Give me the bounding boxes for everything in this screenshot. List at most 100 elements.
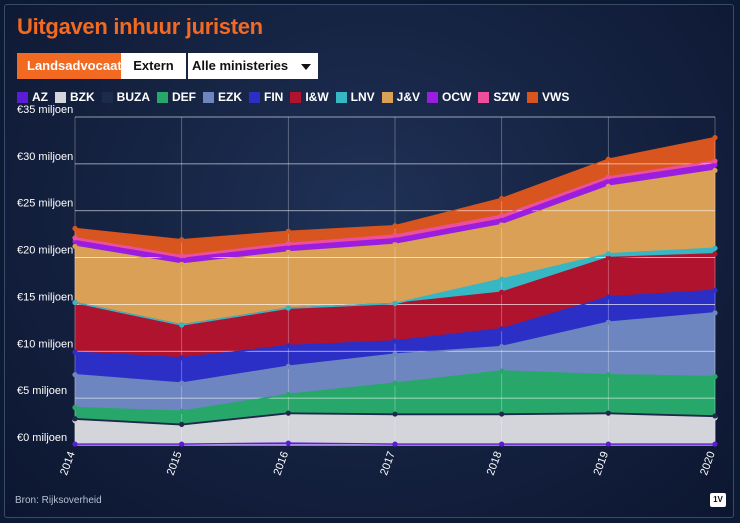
y-tick-label: €30 miljoen xyxy=(17,151,73,163)
legend-swatch xyxy=(203,91,214,103)
legend-swatch xyxy=(478,91,490,103)
point-az xyxy=(179,441,185,447)
point-def xyxy=(285,391,291,397)
legend-item-lnv[interactable]: LNV xyxy=(335,90,375,104)
x-tick-label: 2014 xyxy=(58,450,78,477)
chevron-down-icon xyxy=(301,64,311,70)
point-jenv xyxy=(605,183,611,189)
legend-swatch xyxy=(249,91,260,103)
legend-label: VWS xyxy=(542,90,570,104)
point-buza xyxy=(392,411,398,417)
y-tick-label: €0 miljoen xyxy=(17,432,67,444)
point-szw xyxy=(285,240,291,247)
point-vws xyxy=(392,223,398,229)
x-tick-label: 2019 xyxy=(592,450,612,477)
point-ezk xyxy=(605,319,611,325)
point-ezk xyxy=(712,310,718,316)
legend-label: BZK xyxy=(70,90,95,104)
legend-swatch xyxy=(101,91,113,103)
legend-swatch xyxy=(335,91,347,103)
point-lnv xyxy=(285,305,291,311)
legend-swatch xyxy=(55,91,66,103)
legend-label: BUZA xyxy=(116,90,150,104)
point-buza xyxy=(499,411,505,417)
point-vws xyxy=(605,156,611,162)
toggle-landsadvocaat-button[interactable]: Landsadvocaat xyxy=(17,53,122,79)
toggle-extern-button[interactable]: Extern xyxy=(121,53,186,79)
point-def xyxy=(499,368,505,374)
point-def xyxy=(179,408,185,414)
point-szw xyxy=(712,158,718,164)
legend-label: FIN xyxy=(264,90,284,104)
legend-item-szw[interactable]: SZW xyxy=(478,90,520,104)
point-buza xyxy=(712,413,718,419)
source-note: Bron: Rijksoverheid xyxy=(15,495,102,506)
point-ezk xyxy=(72,372,78,378)
point-lnv xyxy=(72,299,78,306)
point-az xyxy=(392,441,398,447)
point-fin xyxy=(179,355,185,361)
legend-item-def[interactable]: DEF xyxy=(157,90,196,104)
y-tick-label: €25 miljoen xyxy=(17,198,73,210)
legend-item-vws[interactable]: VWS xyxy=(527,90,569,104)
point-jenv xyxy=(72,243,78,249)
point-buza xyxy=(72,416,78,422)
point-az xyxy=(72,441,78,447)
point-jenv xyxy=(179,261,185,267)
point-fin xyxy=(499,326,505,332)
point-lnv xyxy=(499,276,505,282)
legend-label: LNV xyxy=(350,90,375,104)
legend-swatch xyxy=(381,91,393,103)
ministry-select-value: Alle ministeries xyxy=(192,58,289,73)
legend-swatch xyxy=(17,91,28,103)
legend-label: EZK xyxy=(218,90,242,104)
y-tick-label: €20 miljoen xyxy=(17,245,73,257)
y-tick-label: €35 miljoen xyxy=(17,104,73,116)
point-ocw xyxy=(605,178,611,184)
point-fin xyxy=(712,287,718,293)
legend-label: OCW xyxy=(442,90,472,104)
y-tick-label: €5 miljoen xyxy=(17,385,67,397)
point-ienw xyxy=(605,254,611,261)
point-def xyxy=(712,373,718,380)
point-fin xyxy=(285,343,291,349)
point-fin xyxy=(392,338,398,344)
legend-item-bzk[interactable]: BZK xyxy=(55,90,95,104)
point-ocw xyxy=(392,237,398,243)
legend-label: AZ xyxy=(32,90,48,104)
chart-legend: AZ BZK BUZA DEF EZK FIN I&W LNV J&V OCW SZW VWS xyxy=(17,90,576,104)
point-szw xyxy=(605,174,611,180)
x-tick-label: 2017 xyxy=(378,450,398,477)
legend-item-jenv[interactable]: J&V xyxy=(381,90,421,104)
legend-item-ezk[interactable]: EZK xyxy=(203,90,242,104)
legend-swatch xyxy=(527,91,539,103)
point-ezk xyxy=(499,344,505,350)
page-title: Uitgaven inhuur juristen xyxy=(17,14,263,39)
point-az xyxy=(712,441,718,447)
point-vws xyxy=(499,195,505,202)
point-fin xyxy=(605,294,611,300)
point-def xyxy=(72,404,78,411)
ministry-select[interactable]: Alle ministeries xyxy=(188,53,318,79)
point-lnv xyxy=(712,245,718,251)
legend-item-fin[interactable]: FIN xyxy=(249,90,283,104)
point-lnv xyxy=(392,300,398,307)
point-az xyxy=(605,441,611,447)
x-tick-label: 2015 xyxy=(165,450,185,477)
legend-item-ienw[interactable]: I&W xyxy=(290,90,329,104)
legend-item-az[interactable]: AZ xyxy=(17,90,48,104)
legend-item-ocw[interactable]: OCW xyxy=(427,90,471,104)
point-ienw xyxy=(499,289,505,295)
point-vws xyxy=(712,135,718,141)
legend-label: J&V xyxy=(396,90,421,104)
point-ocw xyxy=(72,239,78,245)
point-buza xyxy=(179,421,185,427)
legend-item-buza[interactable]: BUZA xyxy=(101,90,150,104)
x-tick-label: 2020 xyxy=(698,450,718,477)
legend-swatch xyxy=(427,91,439,103)
point-def xyxy=(605,372,611,378)
point-ezk xyxy=(392,351,398,357)
legend-label: SZW xyxy=(493,90,521,104)
point-def xyxy=(392,380,398,386)
source-toggle: Landsadvocaat Extern xyxy=(17,53,186,79)
